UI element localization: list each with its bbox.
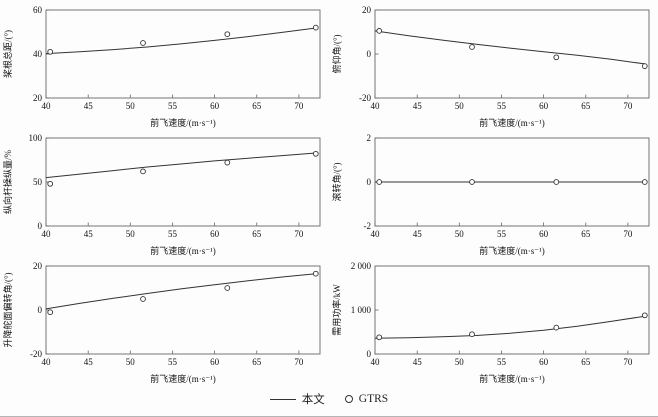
circle-marker-icon — [344, 395, 353, 403]
svg-text:桨根总距/(°): 桨根总距/(°) — [2, 30, 13, 78]
subplot-required-power: 40 45 50 55 60 65 70 0 1 000 2 000 前飞速度/(m·s⁻¹) 需用功… — [329, 259, 658, 387]
svg-text:0: 0 — [367, 177, 372, 187]
subplot-longitudinal-stick: 40 45 50 55 60 65 70 0 50 100 前飞速度/(m·s⁻¹) 纵向杆操纵量/% — [0, 131, 329, 259]
svg-text:65: 65 — [252, 357, 262, 367]
svg-text:45: 45 — [413, 101, 423, 111]
svg-text:55: 55 — [168, 229, 178, 239]
subplot-roll-angle: 40 45 50 55 60 65 70 -2 0 2 前飞速度/(m·s⁻¹) 滚转角/(°) — [329, 131, 658, 259]
chart-svg: 40 45 50 55 60 65 70 0 1 000 2 000 前飞速度/(m·s⁻¹) 需用功… — [331, 261, 650, 384]
svg-text:前飞速度/(m·s⁻¹): 前飞速度/(m·s⁻¹) — [150, 373, 215, 384]
svg-text:50: 50 — [126, 229, 136, 239]
svg-text:0: 0 — [367, 49, 372, 59]
svg-text:升降舵面偏转角/(°): 升降舵面偏转角/(°) — [2, 272, 13, 347]
svg-text:45: 45 — [84, 229, 94, 239]
svg-text:55: 55 — [168, 101, 178, 111]
svg-text:65: 65 — [581, 101, 591, 111]
svg-text:70: 70 — [623, 229, 633, 239]
svg-text:40: 40 — [42, 101, 52, 111]
svg-text:前飞速度/(m·s⁻¹): 前飞速度/(m·s⁻¹) — [150, 117, 215, 128]
svg-text:20: 20 — [362, 5, 372, 15]
svg-text:60: 60 — [539, 229, 549, 239]
subplot-elevator-deflection: 40 45 50 55 60 65 70 -20 0 20 前飞速度/(m·s⁻¹) 升降舵面偏转角/… — [0, 259, 329, 387]
svg-text:60: 60 — [210, 101, 220, 111]
svg-text:40: 40 — [33, 49, 43, 59]
svg-text:前飞速度/(m·s⁻¹): 前飞速度/(m·s⁻¹) — [150, 245, 215, 256]
svg-text:100: 100 — [29, 133, 43, 143]
svg-text:0: 0 — [38, 305, 43, 315]
svg-text:60: 60 — [33, 5, 43, 15]
svg-text:70: 70 — [294, 357, 304, 367]
svg-text:50: 50 — [455, 357, 465, 367]
svg-text:1 000: 1 000 — [351, 305, 372, 315]
line-sample-icon — [269, 398, 296, 400]
svg-text:55: 55 — [497, 101, 507, 111]
svg-text:65: 65 — [252, 101, 262, 111]
svg-text:70: 70 — [294, 101, 304, 111]
svg-text:20: 20 — [33, 261, 43, 271]
svg-text:-2: -2 — [364, 221, 372, 231]
svg-text:45: 45 — [84, 357, 94, 367]
svg-text:55: 55 — [168, 357, 178, 367]
svg-text:50: 50 — [455, 229, 465, 239]
svg-text:40: 40 — [371, 229, 381, 239]
svg-text:50: 50 — [455, 101, 465, 111]
svg-text:滚转角/(°): 滚转角/(°) — [331, 162, 342, 201]
svg-text:50: 50 — [33, 177, 43, 187]
svg-text:纵向杆操纵量/%: 纵向杆操纵量/% — [2, 149, 13, 214]
svg-text:65: 65 — [252, 229, 262, 239]
svg-text:45: 45 — [413, 357, 423, 367]
svg-text:前飞速度/(m·s⁻¹): 前飞速度/(m·s⁻¹) — [479, 373, 544, 384]
legend-marker-label: GTRS — [358, 393, 389, 405]
svg-text:50: 50 — [126, 357, 136, 367]
svg-text:20: 20 — [33, 93, 43, 103]
subplot-pitch-angle: 40 45 50 55 60 65 70 -20 0 20 前飞速度/(m·s⁻¹) 俯仰角/(°) — [329, 3, 658, 131]
svg-text:60: 60 — [539, 357, 549, 367]
svg-text:60: 60 — [210, 357, 220, 367]
svg-text:40: 40 — [371, 357, 381, 367]
svg-text:50: 50 — [126, 101, 136, 111]
svg-text:65: 65 — [581, 229, 591, 239]
chart-svg: 40 45 50 55 60 65 70 -20 0 20 前飞速度/(m·s⁻¹) 升降舵面偏转角/… — [2, 261, 321, 384]
svg-text:前飞速度/(m·s⁻¹): 前飞速度/(m·s⁻¹) — [479, 117, 544, 128]
subplot-collective-pitch: 40 45 50 55 60 65 70 20 40 60 前飞速度/(m·s⁻¹) 桨根总距/(°) — [0, 3, 329, 131]
svg-text:需用功率/kW: 需用功率/kW — [331, 284, 342, 336]
svg-text:45: 45 — [84, 101, 94, 111]
svg-text:40: 40 — [371, 101, 381, 111]
svg-text:70: 70 — [294, 229, 304, 239]
chart-svg: 40 45 50 55 60 65 70 0 50 100 前飞速度/(m·s⁻¹) 纵向杆操纵量/% — [2, 133, 321, 256]
svg-text:55: 55 — [497, 229, 507, 239]
svg-text:40: 40 — [42, 357, 52, 367]
svg-text:60: 60 — [210, 229, 220, 239]
svg-text:2 000: 2 000 — [351, 261, 372, 271]
svg-text:65: 65 — [581, 357, 591, 367]
legend: 本文 GTRS — [0, 387, 658, 411]
legend-line-label: 本文 — [301, 394, 325, 406]
svg-text:70: 70 — [623, 357, 633, 367]
svg-text:-20: -20 — [359, 93, 371, 103]
svg-text:前飞速度/(m·s⁻¹): 前飞速度/(m·s⁻¹) — [479, 245, 544, 256]
svg-text:70: 70 — [623, 101, 633, 111]
chart-grid: 40 45 50 55 60 65 70 20 40 60 前飞速度/(m·s⁻¹) 桨根总距/(°)… — [0, 3, 658, 387]
svg-text:俯仰角/(°): 俯仰角/(°) — [331, 34, 342, 73]
svg-text:45: 45 — [413, 229, 423, 239]
svg-text:2: 2 — [367, 133, 372, 143]
svg-text:0: 0 — [38, 221, 43, 231]
chart-svg: 40 45 50 55 60 65 70 -2 0 2 前飞速度/(m·s⁻¹) 滚转角/(°) — [331, 133, 650, 256]
svg-text:-20: -20 — [30, 349, 42, 359]
svg-text:60: 60 — [539, 101, 549, 111]
svg-text:55: 55 — [497, 357, 507, 367]
svg-text:0: 0 — [367, 349, 372, 359]
chart-svg: 40 45 50 55 60 65 70 -20 0 20 前飞速度/(m·s⁻¹) 俯仰角/(°) — [331, 5, 650, 128]
svg-text:40: 40 — [42, 229, 52, 239]
